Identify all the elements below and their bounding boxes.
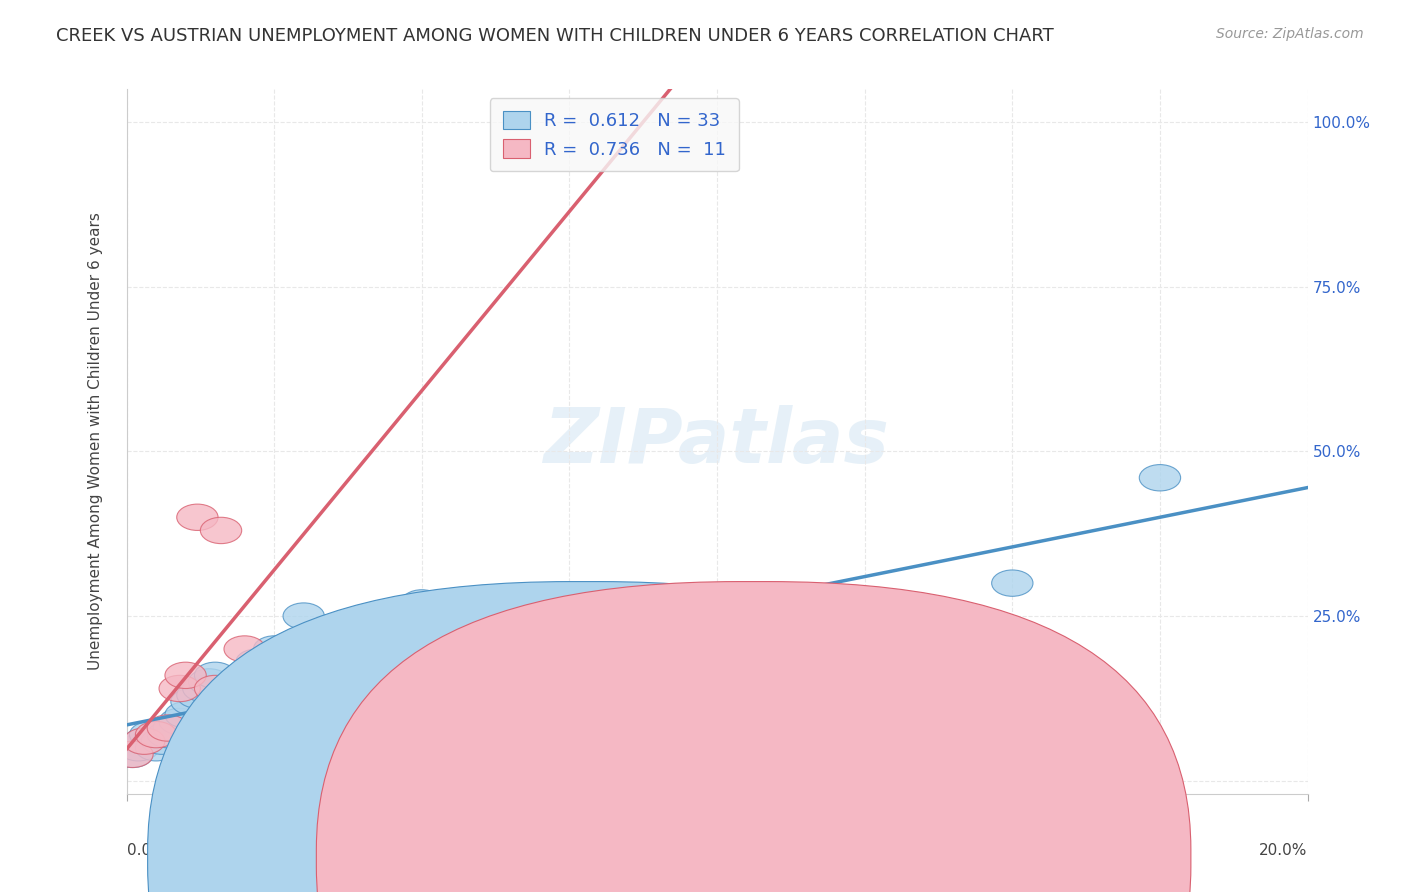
Ellipse shape [991, 570, 1033, 597]
Ellipse shape [165, 662, 207, 689]
Text: Creek: Creek [619, 847, 666, 865]
Ellipse shape [578, 590, 620, 616]
Ellipse shape [253, 636, 295, 662]
Ellipse shape [224, 636, 266, 662]
Text: 0.0%: 0.0% [127, 843, 166, 858]
Ellipse shape [212, 689, 253, 714]
Ellipse shape [200, 689, 242, 714]
Ellipse shape [283, 603, 325, 629]
Ellipse shape [148, 714, 188, 741]
Text: ZIPatlas: ZIPatlas [544, 405, 890, 478]
Ellipse shape [236, 649, 277, 675]
Text: 20.0%: 20.0% [1260, 843, 1308, 858]
Ellipse shape [460, 636, 502, 662]
Ellipse shape [159, 675, 201, 702]
Ellipse shape [170, 689, 212, 714]
Ellipse shape [430, 649, 472, 675]
Ellipse shape [135, 722, 177, 747]
Ellipse shape [124, 728, 165, 755]
Ellipse shape [342, 728, 384, 755]
Ellipse shape [118, 735, 159, 761]
Ellipse shape [637, 623, 679, 649]
Text: Source: ZipAtlas.com: Source: ZipAtlas.com [1216, 27, 1364, 41]
Legend: R =  0.612   N = 33, R =  0.736   N =  11: R = 0.612 N = 33, R = 0.736 N = 11 [489, 98, 738, 171]
Ellipse shape [141, 728, 183, 755]
Ellipse shape [312, 702, 354, 728]
Ellipse shape [200, 517, 242, 543]
Ellipse shape [148, 722, 188, 747]
Ellipse shape [1139, 465, 1181, 491]
Ellipse shape [112, 741, 153, 767]
Ellipse shape [112, 741, 153, 767]
Ellipse shape [371, 714, 413, 741]
Ellipse shape [153, 714, 194, 741]
Ellipse shape [124, 728, 165, 755]
Ellipse shape [129, 722, 172, 747]
Ellipse shape [159, 708, 201, 735]
Ellipse shape [224, 662, 266, 689]
Ellipse shape [135, 735, 177, 761]
Ellipse shape [188, 669, 231, 695]
Ellipse shape [194, 675, 236, 702]
Ellipse shape [212, 675, 253, 702]
Ellipse shape [183, 675, 224, 702]
Text: Austrians: Austrians [773, 847, 851, 865]
Ellipse shape [696, 636, 738, 662]
Ellipse shape [519, 636, 561, 662]
Ellipse shape [165, 702, 207, 728]
Y-axis label: Unemployment Among Women with Children Under 6 years: Unemployment Among Women with Children U… [89, 212, 103, 671]
Ellipse shape [194, 662, 236, 689]
Ellipse shape [177, 681, 218, 708]
Ellipse shape [177, 504, 218, 531]
Ellipse shape [401, 590, 443, 616]
Text: CREEK VS AUSTRIAN UNEMPLOYMENT AMONG WOMEN WITH CHILDREN UNDER 6 YEARS CORRELATI: CREEK VS AUSTRIAN UNEMPLOYMENT AMONG WOM… [56, 27, 1054, 45]
